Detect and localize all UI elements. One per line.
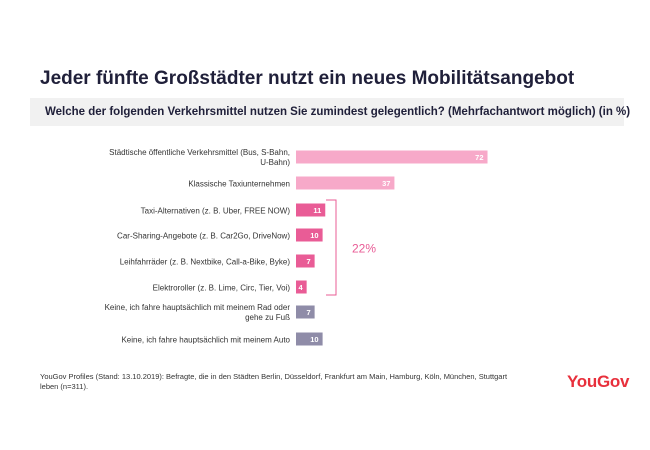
bar: [296, 228, 323, 242]
subtitle-box: Welche der folgenden Verkehrsmittel nutz…: [30, 98, 630, 126]
category-label: Car-Sharing-Angebote (z. B. Car2Go, Driv…: [117, 232, 290, 241]
bar: [296, 305, 315, 319]
bar: [296, 203, 326, 217]
category-label: Leihfahrräder (z. B. Nextbike, Call-a-Bi…: [120, 258, 291, 267]
bar: [296, 176, 395, 190]
group-bracket: [326, 199, 337, 296]
yougov-logo: YouGov: [567, 372, 630, 391]
category-label: Keine, ich fahre hauptsächlich mit meine…: [105, 303, 291, 322]
category-label: Städtische öffentliche Verkehrsmittel (B…: [109, 148, 290, 167]
value-label: 37: [382, 179, 390, 188]
category-label: Klassische Taxiunternehmen: [188, 180, 290, 189]
footnote: YouGov Profiles (Stand: 13.10.2019): Bef…: [40, 372, 508, 391]
value-label: 7: [306, 308, 310, 317]
bar: [296, 280, 307, 294]
bar: [296, 332, 323, 346]
bar: [296, 254, 315, 268]
category-label: Taxi-Alternativen (z. B. Uber, FREE NOW): [141, 207, 291, 216]
value-label: 72: [475, 153, 483, 162]
category-label: Elektroroller (z. B. Lime, Circ, Tier, V…: [153, 284, 291, 293]
category-label: Keine, ich fahre hauptsächlich mit meine…: [121, 336, 290, 345]
chart-subtitle: Welche der folgenden Verkehrsmittel nutz…: [45, 106, 631, 118]
value-label: 10: [310, 335, 318, 344]
value-label: 11: [313, 206, 321, 215]
chart-title: Jeder fünfte Großstädter nutzt ein neues…: [40, 68, 575, 89]
bar: [296, 150, 488, 164]
value-label: 10: [310, 231, 318, 240]
value-label: 7: [306, 257, 310, 266]
value-label: 4: [298, 283, 303, 292]
bracket-label: 22%: [352, 242, 376, 256]
